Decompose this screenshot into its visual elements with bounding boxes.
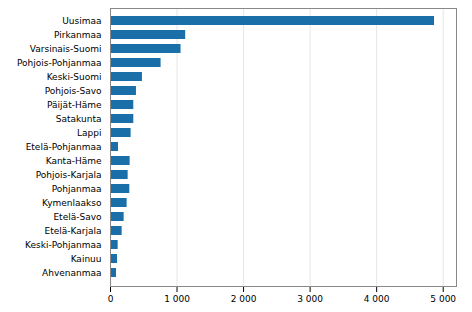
svg-text:4 000: 4 000 — [364, 294, 390, 304]
svg-text:Satakunta: Satakunta — [56, 114, 102, 124]
svg-text:2 000: 2 000 — [231, 294, 257, 304]
svg-text:Pohjois-Pohjanmaa: Pohjois-Pohjanmaa — [17, 58, 102, 68]
svg-text:Keski-Pohjanmaa: Keski-Pohjanmaa — [25, 240, 101, 250]
svg-text:5 000: 5 000 — [430, 294, 456, 304]
svg-text:Etelä-Pohjanmaa: Etelä-Pohjanmaa — [26, 142, 102, 152]
svg-text:Ahvenanmaa: Ahvenanmaa — [42, 268, 101, 278]
svg-text:Lappi: Lappi — [77, 128, 101, 138]
svg-text:Kymenlaakso: Kymenlaakso — [42, 198, 102, 208]
svg-text:Pohjois-Savo: Pohjois-Savo — [45, 86, 102, 96]
svg-text:Uusimaa: Uusimaa — [62, 16, 101, 26]
svg-text:3 000: 3 000 — [297, 294, 323, 304]
svg-text:Varsinais-Suomi: Varsinais-Suomi — [30, 44, 102, 54]
svg-text:Etelä-Savo: Etelä-Savo — [53, 212, 102, 222]
svg-text:Pohjois-Karjala: Pohjois-Karjala — [36, 170, 102, 180]
svg-text:1 000: 1 000 — [164, 294, 190, 304]
svg-text:Pirkanmaa: Pirkanmaa — [54, 30, 102, 40]
svg-text:0: 0 — [108, 294, 114, 304]
svg-text:Kanta-Häme: Kanta-Häme — [46, 156, 102, 166]
svg-text:Pohjanmaa: Pohjanmaa — [52, 184, 102, 194]
svg-text:Etelä-Karjala: Etelä-Karjala — [44, 226, 101, 236]
svg-text:Päijät-Häme: Päijät-Häme — [47, 100, 102, 110]
svg-text:Kainuu: Kainuu — [71, 254, 102, 264]
svg-text:Keski-Suomi: Keski-Suomi — [47, 72, 102, 82]
